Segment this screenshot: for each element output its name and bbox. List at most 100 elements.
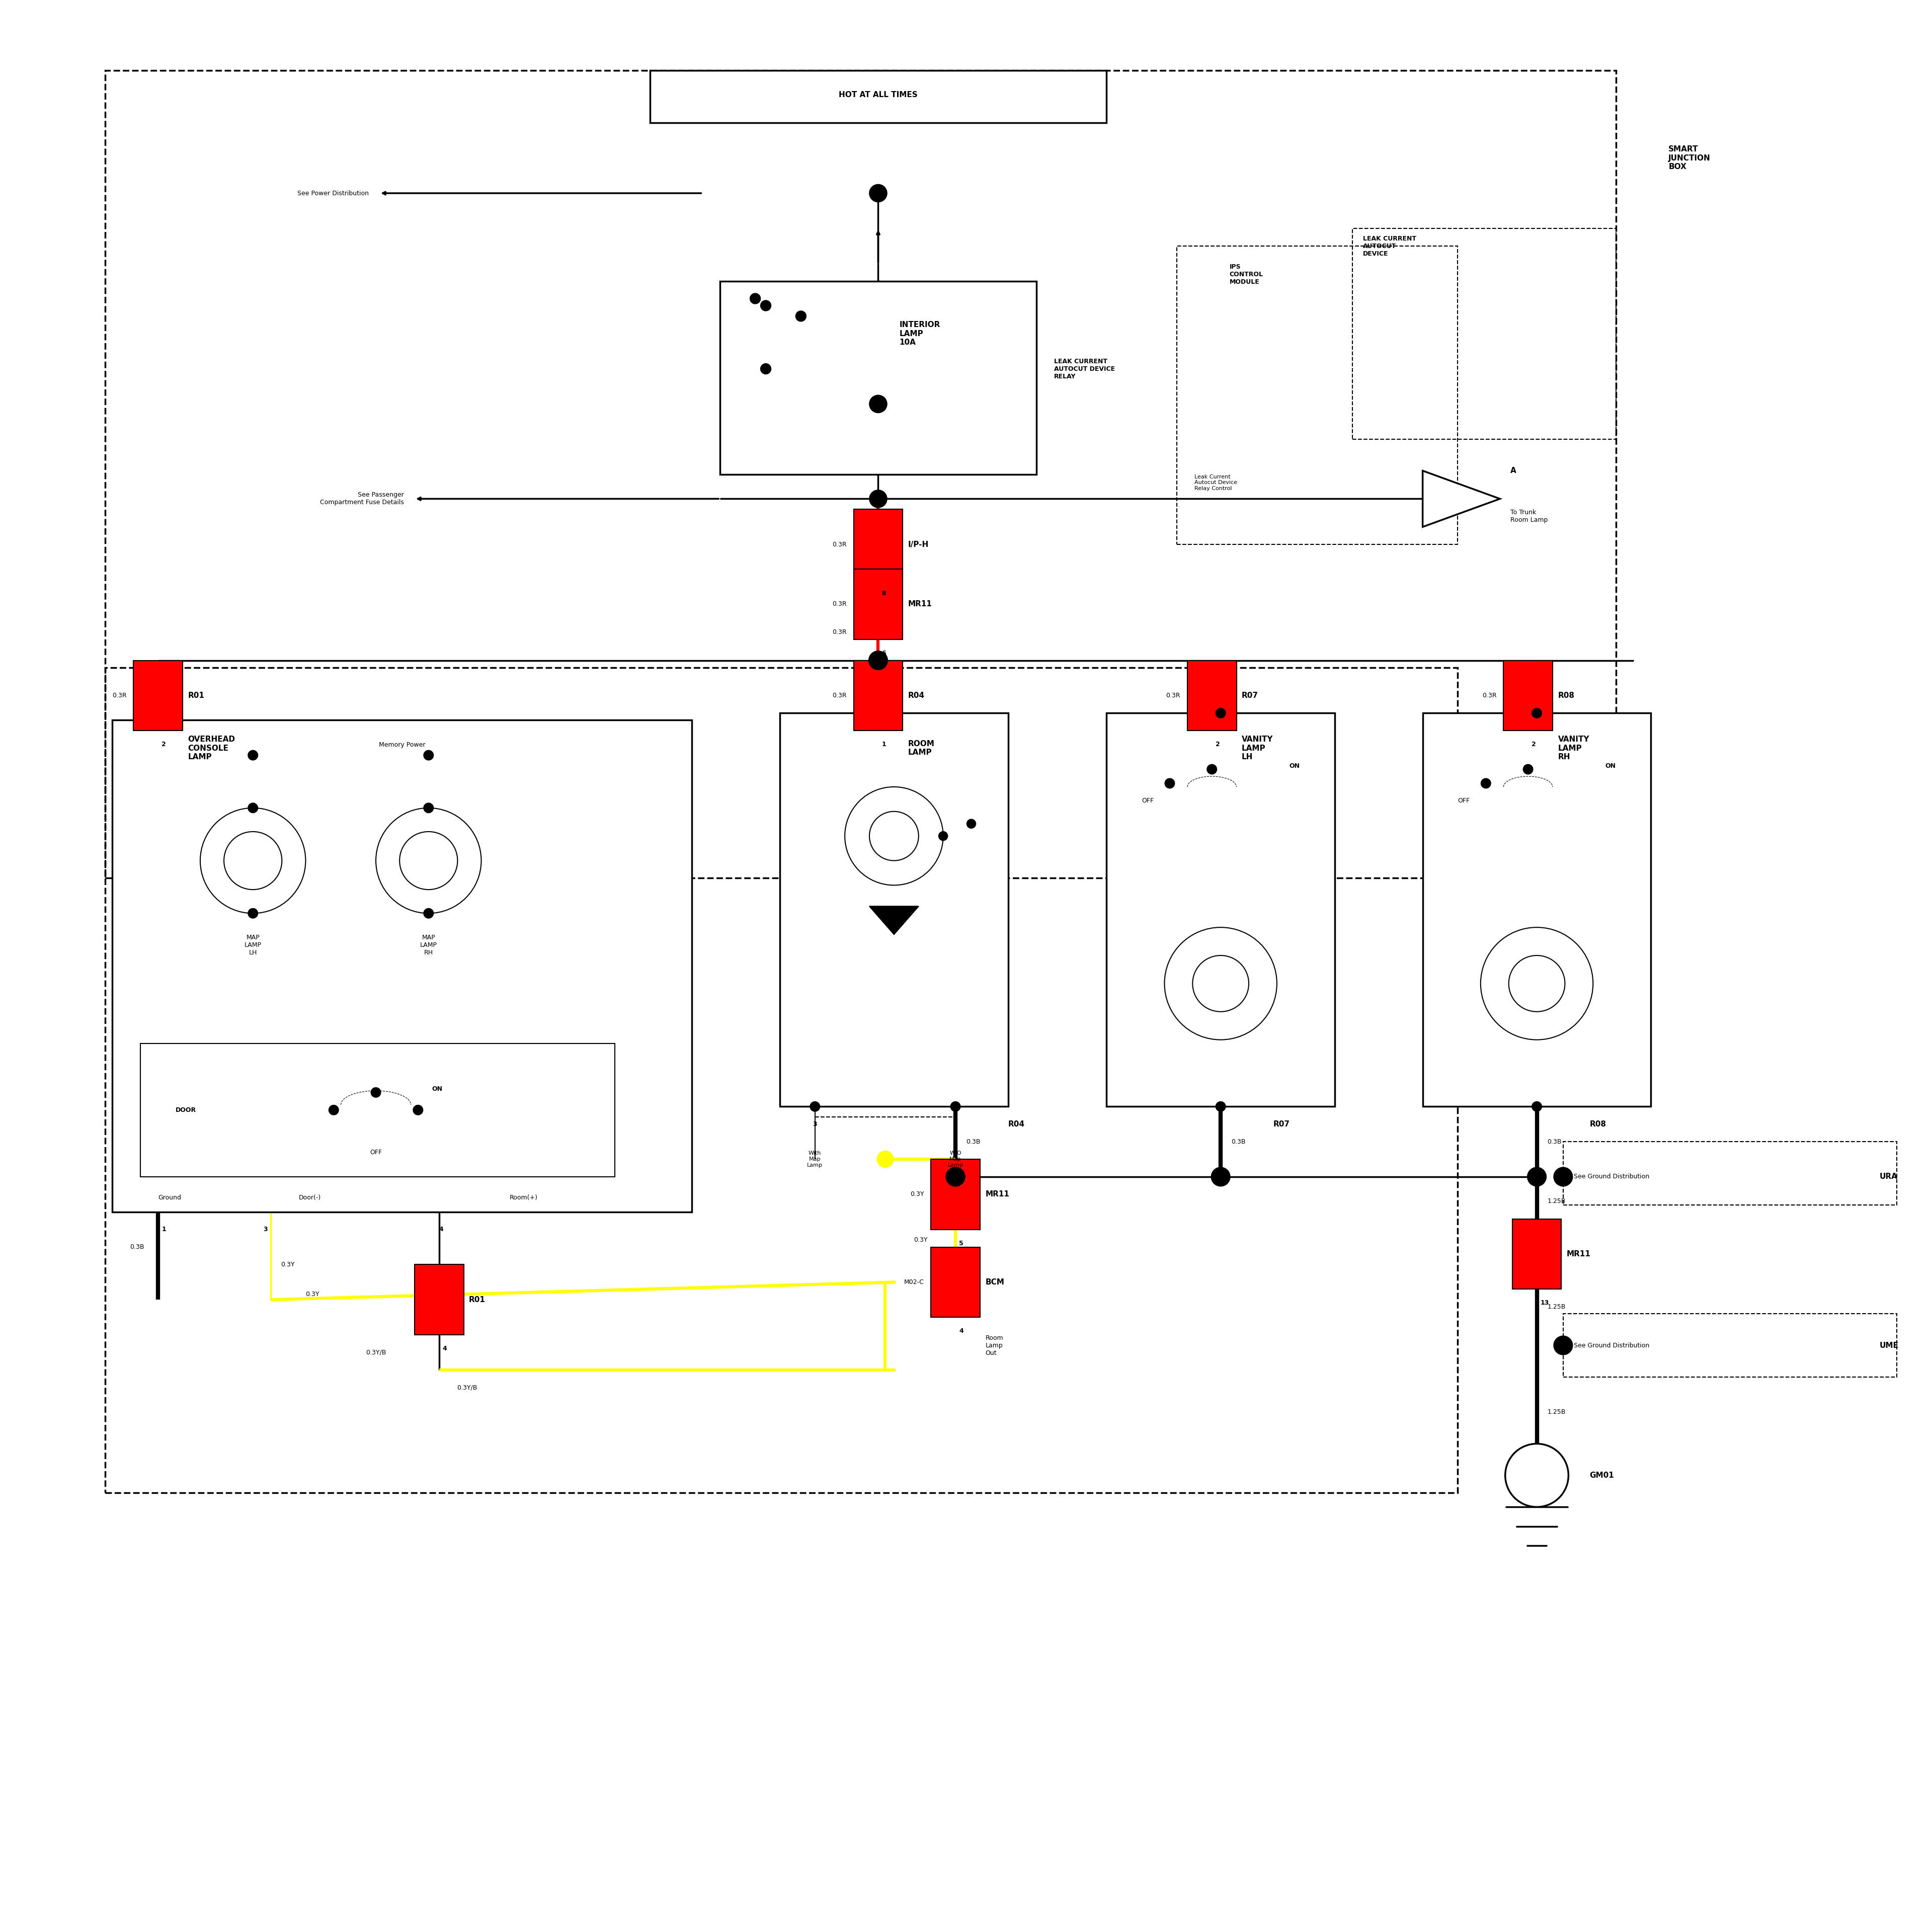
Circle shape	[877, 1151, 893, 1167]
Text: LEAK CURRENT
AUTOCUT
DEVICE: LEAK CURRENT AUTOCUT DEVICE	[1362, 236, 1416, 257]
Circle shape	[1165, 927, 1277, 1039]
Text: BCM: BCM	[985, 1279, 1005, 1287]
Text: ROOM
LAMP: ROOM LAMP	[908, 740, 935, 755]
Text: UME: UME	[1880, 1341, 1899, 1349]
Circle shape	[951, 1101, 960, 1111]
Text: R07: R07	[1273, 1121, 1291, 1128]
Bar	[1503, 661, 1553, 730]
Text: MR11: MR11	[985, 1190, 1009, 1198]
Text: R01: R01	[469, 1296, 485, 1304]
Text: R07: R07	[1242, 692, 1258, 699]
Text: DOOR: DOOR	[176, 1107, 197, 1113]
Text: Room(+): Room(+)	[510, 1194, 537, 1202]
Text: MR11: MR11	[1567, 1250, 1590, 1258]
Text: See Passenger
Compartment Fuse Details: See Passenger Compartment Fuse Details	[321, 493, 404, 506]
Text: 1: 1	[1219, 1121, 1223, 1128]
Text: A: A	[1511, 468, 1517, 475]
Text: MAP
LAMP
RH: MAP LAMP RH	[419, 933, 437, 956]
Text: R04: R04	[908, 692, 925, 699]
Circle shape	[377, 808, 481, 914]
Bar	[1422, 713, 1652, 1107]
Text: OFF: OFF	[369, 1150, 383, 1155]
Text: 0.3Y: 0.3Y	[910, 1190, 923, 1198]
Bar	[133, 661, 184, 730]
Bar	[1107, 713, 1335, 1107]
Circle shape	[1532, 709, 1542, 719]
Text: 6: 6	[881, 649, 887, 657]
Circle shape	[1165, 779, 1175, 788]
Text: IPS
CONTROL
MODULE: IPS CONTROL MODULE	[1229, 263, 1264, 286]
Text: 4: 4	[958, 1327, 964, 1335]
Circle shape	[247, 750, 257, 759]
Text: VANITY
LAMP
RH: VANITY LAMP RH	[1557, 736, 1590, 761]
Circle shape	[869, 491, 887, 508]
Text: 0.3B: 0.3B	[1548, 1138, 1561, 1146]
Text: R01: R01	[187, 692, 205, 699]
Text: Ground: Ground	[158, 1194, 182, 1202]
Bar	[854, 661, 902, 730]
Circle shape	[869, 184, 887, 203]
Circle shape	[247, 908, 257, 918]
Bar	[1563, 1314, 1897, 1378]
Circle shape	[1482, 779, 1492, 788]
Text: 1.25B: 1.25B	[1548, 1198, 1565, 1206]
Text: 1.25B: 1.25B	[1548, 1304, 1565, 1310]
Circle shape	[1553, 1335, 1573, 1354]
Text: 0.3Y: 0.3Y	[914, 1236, 927, 1244]
Circle shape	[423, 804, 433, 813]
Text: 4: 4	[442, 1345, 446, 1352]
Text: INTERIOR
LAMP
10A: INTERIOR LAMP 10A	[898, 321, 941, 346]
Circle shape	[1480, 927, 1594, 1039]
Polygon shape	[1422, 471, 1499, 527]
Text: 0.3B: 0.3B	[129, 1244, 145, 1250]
Circle shape	[939, 831, 949, 840]
Circle shape	[328, 1105, 338, 1115]
Circle shape	[796, 311, 806, 321]
Text: 1: 1	[881, 742, 887, 748]
Circle shape	[1532, 1101, 1542, 1111]
Text: 1.25B: 1.25B	[1548, 1408, 1565, 1416]
Text: 0.3R: 0.3R	[833, 601, 846, 607]
Circle shape	[247, 804, 257, 813]
Bar	[931, 1159, 980, 1229]
Text: 2: 2	[952, 1121, 958, 1128]
Circle shape	[1208, 765, 1217, 775]
Text: Memory Power: Memory Power	[379, 742, 425, 748]
Text: 3: 3	[263, 1227, 269, 1233]
Text: OFF: OFF	[1142, 798, 1153, 804]
Circle shape	[869, 396, 887, 413]
Text: Room
Lamp
Out: Room Lamp Out	[985, 1335, 1003, 1356]
Circle shape	[371, 1088, 381, 1097]
Bar	[141, 1043, 614, 1177]
Text: ON: ON	[433, 1086, 442, 1092]
Text: To Trunk
Room Lamp: To Trunk Room Lamp	[1511, 510, 1548, 524]
Circle shape	[1553, 1167, 1573, 1186]
Text: R08: R08	[1590, 1121, 1605, 1128]
Bar	[1513, 1219, 1561, 1289]
Bar	[649, 70, 1107, 124]
Circle shape	[947, 1167, 964, 1186]
Text: 2: 2	[1215, 742, 1219, 748]
Text: M02-C: M02-C	[904, 1279, 923, 1285]
Circle shape	[1211, 1167, 1231, 1186]
Text: With
Map
Lamp: With Map Lamp	[808, 1151, 823, 1167]
Circle shape	[810, 1101, 819, 1111]
Text: GM01: GM01	[1590, 1472, 1613, 1480]
Bar	[112, 721, 692, 1211]
Text: 0.3Y: 0.3Y	[280, 1262, 296, 1267]
Text: MR11: MR11	[908, 601, 931, 609]
Bar	[1352, 228, 1615, 439]
Text: 0.3R: 0.3R	[833, 541, 846, 549]
Text: 0.3B: 0.3B	[1231, 1138, 1246, 1146]
Text: R04: R04	[1009, 1121, 1024, 1128]
Circle shape	[423, 750, 433, 759]
Text: 0.3Y: 0.3Y	[305, 1291, 319, 1298]
Circle shape	[1509, 956, 1565, 1012]
Circle shape	[1522, 765, 1532, 775]
Text: 0.3B: 0.3B	[966, 1138, 980, 1146]
Text: MAP
LAMP
LH: MAP LAMP LH	[243, 933, 261, 956]
Text: See Ground Distribution: See Ground Distribution	[1575, 1343, 1650, 1349]
Bar	[415, 1265, 464, 1335]
Text: 0.3R: 0.3R	[1482, 692, 1497, 699]
Text: 13: 13	[1540, 1300, 1549, 1306]
